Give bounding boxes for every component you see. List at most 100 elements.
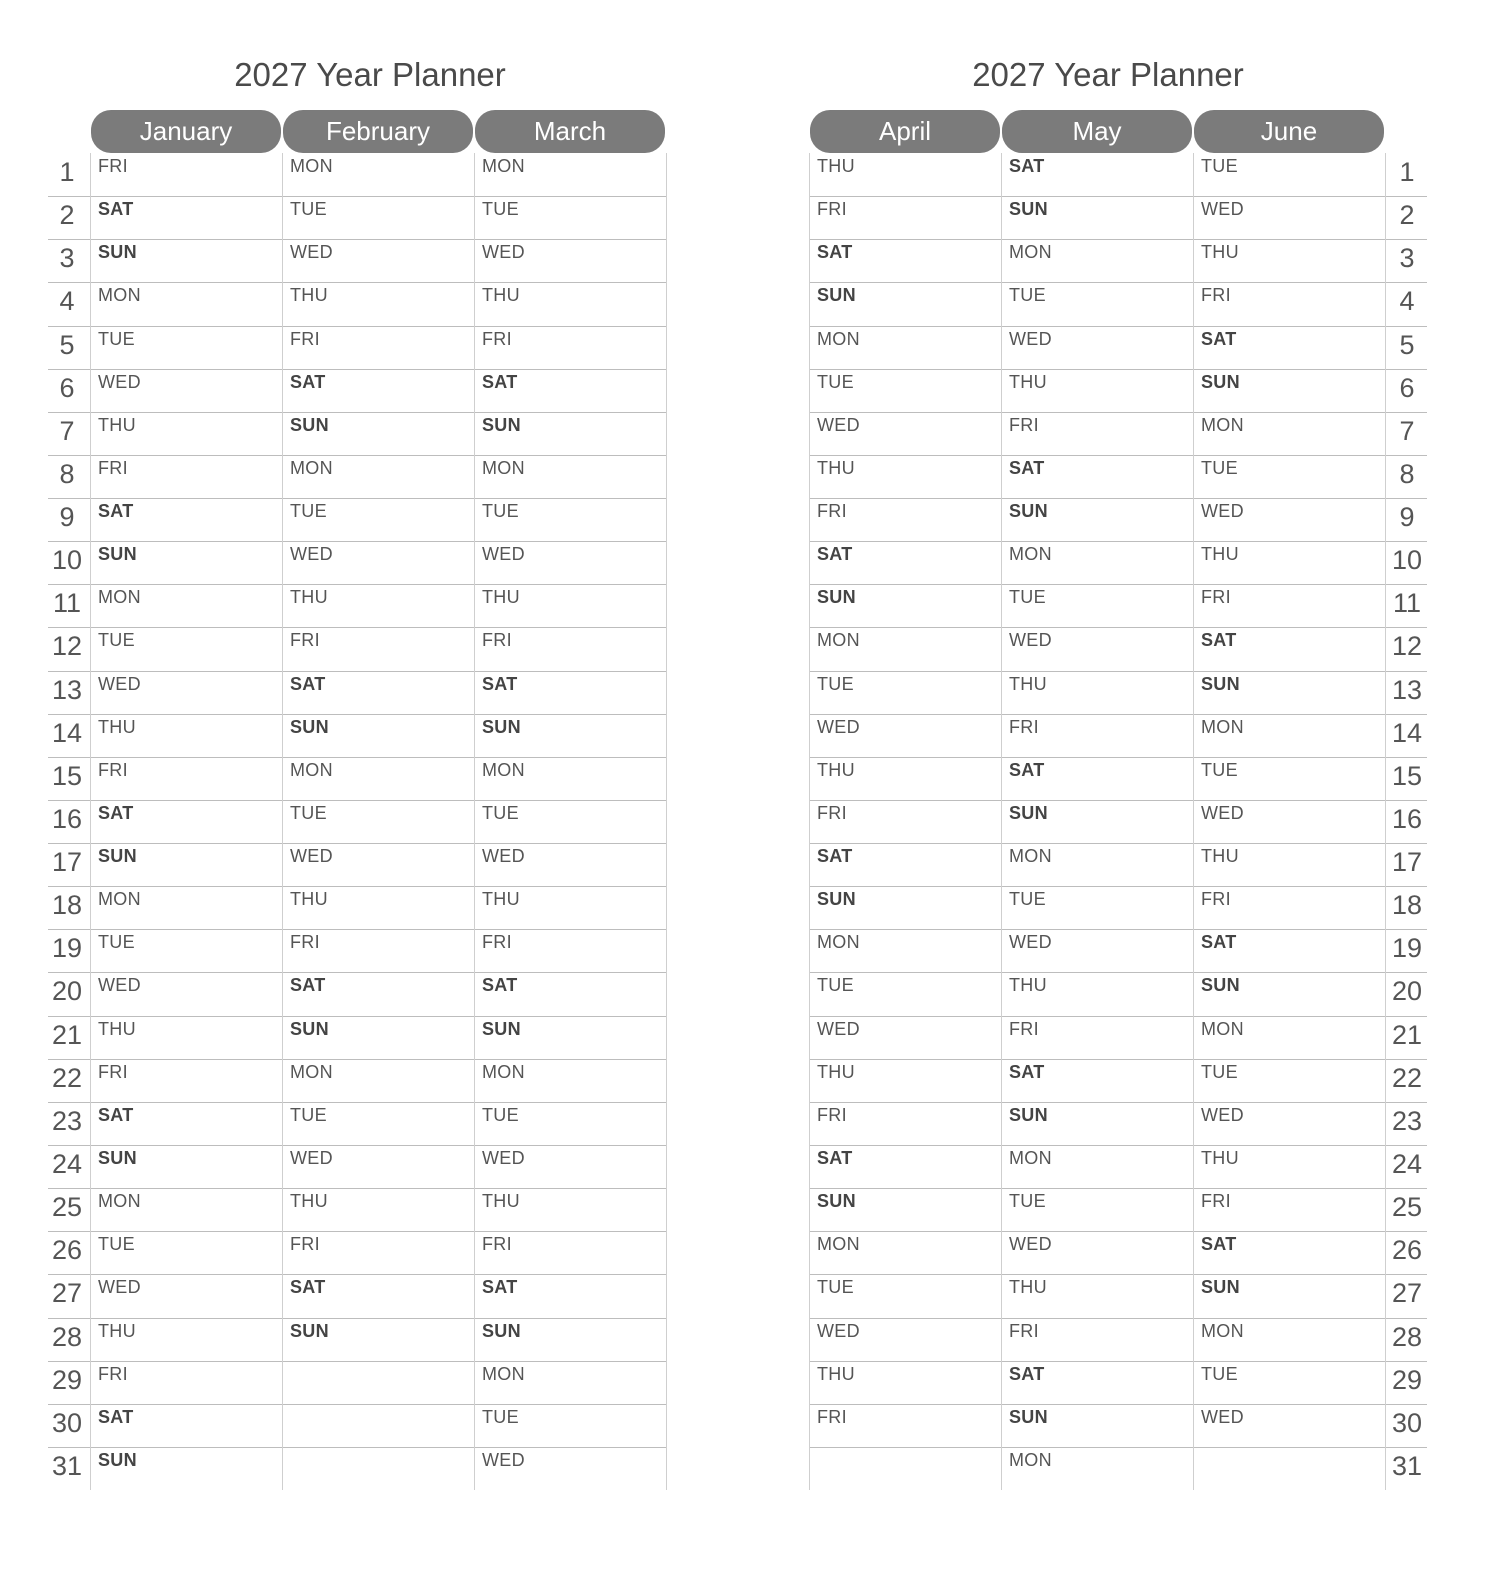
day-cell: SAT (98, 1105, 134, 1125)
day-cell: THU (817, 156, 855, 176)
row-divider (809, 239, 1427, 240)
row-divider (809, 627, 1427, 628)
day-cell: MON (1009, 846, 1052, 866)
day-cell: FRI (290, 932, 320, 952)
day-cell: THU (482, 285, 520, 305)
row-divider (48, 714, 666, 715)
row-divider (809, 498, 1427, 499)
day-cell: WED (1201, 1105, 1244, 1125)
row-divider (48, 929, 666, 930)
row-divider (809, 369, 1427, 370)
day-number: 25 (51, 1192, 83, 1222)
row-divider (48, 1188, 666, 1189)
day-cell: MON (817, 329, 860, 349)
row-divider (48, 1361, 666, 1362)
day-number: 27 (51, 1278, 83, 1308)
day-number: 18 (1391, 890, 1423, 920)
day-cell: WED (1201, 501, 1244, 521)
day-cell: FRI (1009, 717, 1039, 737)
day-cell: WED (482, 242, 525, 262)
day-cell: WED (98, 975, 141, 995)
column-divider (809, 153, 810, 1490)
row-divider (809, 455, 1427, 456)
row-divider (809, 326, 1427, 327)
day-number: 22 (1391, 1063, 1423, 1093)
day-cell: SUN (482, 1321, 521, 1341)
day-cell: MON (817, 1234, 860, 1254)
day-number: 20 (1391, 976, 1423, 1006)
day-cell: TUE (290, 199, 327, 219)
day-cell: SUN (1009, 1105, 1048, 1125)
row-divider (48, 627, 666, 628)
row-divider (48, 1059, 666, 1060)
row-divider (48, 196, 666, 197)
day-cell: SUN (1201, 372, 1240, 392)
day-number: 26 (51, 1235, 83, 1265)
month-header-may: May (1002, 110, 1192, 153)
row-divider (48, 1016, 666, 1017)
day-number: 7 (1399, 416, 1415, 446)
column-divider (282, 153, 283, 1490)
day-cell: TUE (98, 1234, 135, 1254)
row-divider (48, 412, 666, 413)
day-cell: THU (1009, 372, 1047, 392)
day-cell: MON (817, 630, 860, 650)
day-cell: SUN (98, 544, 137, 564)
day-cell: WED (482, 544, 525, 564)
day-cell: SUN (290, 415, 329, 435)
day-cell: MON (290, 458, 333, 478)
day-number: 11 (52, 588, 82, 618)
row-divider (48, 282, 666, 283)
day-cell: WED (1201, 199, 1244, 219)
day-cell: FRI (98, 156, 128, 176)
day-cell: TUE (482, 1105, 519, 1125)
day-cell: TUE (817, 674, 854, 694)
day-cell: SAT (482, 975, 518, 995)
day-number: 1 (1399, 157, 1415, 187)
row-divider (809, 1059, 1427, 1060)
month-header-april: April (810, 110, 1000, 153)
day-cell: SUN (290, 1321, 329, 1341)
month-header-june: June (1194, 110, 1384, 153)
day-cell: FRI (98, 458, 128, 478)
day-cell: MON (1201, 1019, 1244, 1039)
day-cell: SUN (98, 1450, 137, 1470)
row-divider (809, 1016, 1427, 1017)
row-divider (809, 843, 1427, 844)
row-divider (48, 1447, 666, 1448)
day-number: 20 (51, 976, 83, 1006)
day-number: 6 (59, 373, 75, 403)
day-cell: FRI (817, 1105, 847, 1125)
day-number: 4 (1399, 286, 1415, 316)
right-page-title: 2027 Year Planner (972, 56, 1244, 93)
day-number: 8 (59, 459, 75, 489)
day-cell: WED (482, 1450, 525, 1470)
day-cell: TUE (1201, 1364, 1238, 1384)
day-number: 12 (51, 631, 83, 661)
day-cell: FRI (1201, 587, 1231, 607)
day-number: 26 (1391, 1235, 1423, 1265)
day-cell: WED (1009, 329, 1052, 349)
day-number: 13 (1391, 675, 1423, 705)
day-number: 31 (1391, 1451, 1423, 1481)
day-number: 7 (59, 416, 75, 446)
day-cell: SAT (1009, 156, 1045, 176)
day-cell: SAT (482, 372, 518, 392)
day-number: 10 (51, 545, 83, 575)
day-number: 14 (1391, 718, 1423, 748)
day-cell: SAT (1009, 458, 1045, 478)
day-cell: SAT (817, 544, 853, 564)
row-divider (809, 1145, 1427, 1146)
row-divider (809, 282, 1427, 283)
row-divider (809, 972, 1427, 973)
row-divider (809, 671, 1427, 672)
day-cell: SUN (98, 846, 137, 866)
day-cell: SUN (1009, 501, 1048, 521)
day-cell: MON (1009, 1148, 1052, 1168)
day-cell: THU (1201, 846, 1239, 866)
day-cell: THU (98, 1321, 136, 1341)
column-divider (1385, 153, 1386, 1490)
day-cell: WED (290, 846, 333, 866)
day-cell: THU (1201, 1148, 1239, 1168)
day-number: 9 (59, 502, 75, 532)
